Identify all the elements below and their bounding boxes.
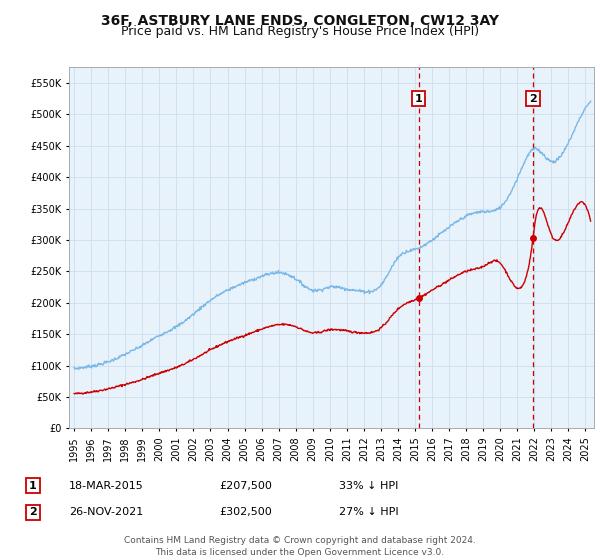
Text: 36F, ASTBURY LANE ENDS, CONGLETON, CW12 3AY: 36F, ASTBURY LANE ENDS, CONGLETON, CW12 … xyxy=(101,14,499,28)
Text: 1: 1 xyxy=(415,94,422,104)
Text: 18-MAR-2015: 18-MAR-2015 xyxy=(69,480,144,491)
Text: Price paid vs. HM Land Registry's House Price Index (HPI): Price paid vs. HM Land Registry's House … xyxy=(121,25,479,38)
Text: 27% ↓ HPI: 27% ↓ HPI xyxy=(339,507,398,517)
Text: £302,500: £302,500 xyxy=(219,507,272,517)
Text: £207,500: £207,500 xyxy=(219,480,272,491)
Text: 2: 2 xyxy=(29,507,37,517)
Text: 2: 2 xyxy=(529,94,537,104)
Text: 1: 1 xyxy=(29,480,37,491)
Text: Contains HM Land Registry data © Crown copyright and database right 2024.
This d: Contains HM Land Registry data © Crown c… xyxy=(124,536,476,557)
Text: 33% ↓ HPI: 33% ↓ HPI xyxy=(339,480,398,491)
Text: 26-NOV-2021: 26-NOV-2021 xyxy=(69,507,143,517)
